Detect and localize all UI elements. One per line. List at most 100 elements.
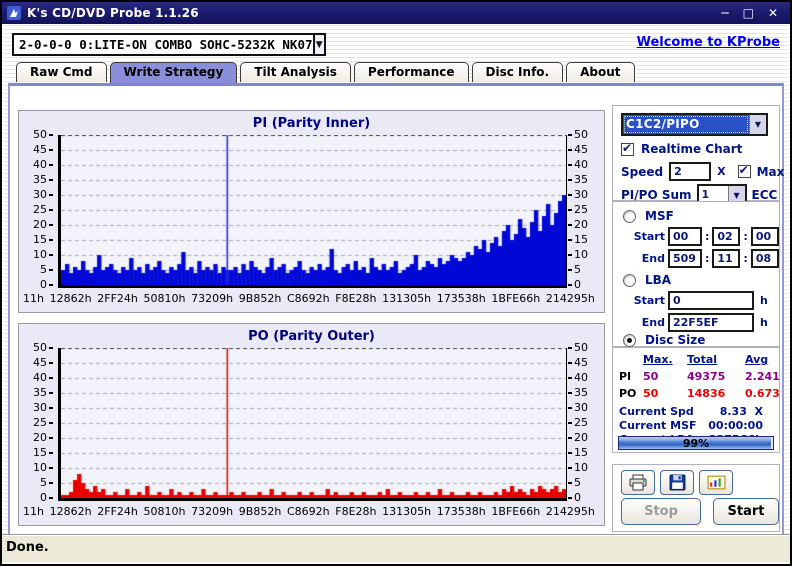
max-speed-label: Max <box>756 164 785 179</box>
y-tick-label: 10 <box>568 461 596 475</box>
y-tick-label: 10 <box>25 248 53 262</box>
drive-selector[interactable]: 2-0-0-0 0:LITE-ON COMBO SOHC-5232K NK07 … <box>12 33 326 56</box>
x-tick-label: 1BFE66h <box>491 505 541 518</box>
y-tick-label: 50 <box>25 128 53 142</box>
minimize-icon[interactable]: ─ <box>721 6 729 20</box>
chevron-down-icon[interactable]: ▼ <box>727 186 745 204</box>
y-tick-label: 45 <box>568 143 596 157</box>
speed-label: Speed <box>621 164 664 179</box>
x-tick-label: 50810h <box>143 505 186 518</box>
disc-size-radio[interactable] <box>623 333 636 347</box>
y-tick-label: 30 <box>568 401 596 415</box>
y-tick-label: 25 <box>25 416 53 430</box>
current-row: Current MSF 00:00:00 <box>619 419 763 432</box>
y-tick-label: 20 <box>568 218 596 232</box>
progress-fill <box>619 437 772 449</box>
po-x-axis-labels: 11h 12862h 2FF24h 50810h 73209h 9B852h C8692h F… <box>23 505 595 518</box>
tab-about[interactable]: About <box>566 62 635 82</box>
y-tick-label: 25 <box>568 416 596 430</box>
x-tick-label: 173538h <box>436 292 486 305</box>
pi-chart-panel: PI (Parity Inner) 11h 12862h 2FF24h 50810h 7… <box>18 110 605 313</box>
maximize-icon[interactable]: □ <box>742 6 754 20</box>
y-tick-label: 0 <box>25 278 53 292</box>
msf-start-label: Start <box>633 230 665 243</box>
close-icon[interactable]: ✕ <box>767 6 778 20</box>
export-image-icon <box>707 475 725 490</box>
realtime-chart-checkbox[interactable] <box>621 141 634 156</box>
printer-icon <box>629 474 647 491</box>
y-tick-label: 5 <box>25 263 53 277</box>
lba-start-input[interactable] <box>668 291 754 310</box>
stats-row-pi: PI 50 49375 2.241 <box>619 370 780 383</box>
msf-start-min[interactable] <box>668 227 702 246</box>
msf-end-label: End <box>641 252 665 265</box>
x-tick-label: 214295h <box>545 505 595 518</box>
stats-value: 0.673 <box>745 387 780 400</box>
msf-end-sec[interactable] <box>712 249 741 268</box>
tab-performance[interactable]: Performance <box>353 62 469 82</box>
x-tick-label: 11h <box>23 505 44 518</box>
po-chart-canvas <box>61 348 566 498</box>
msf-label: MSF <box>645 209 674 223</box>
export-image-button[interactable] <box>699 470 733 495</box>
title-bar: K's CD/DVD Probe 1.1.26 ─ □ ✕ <box>2 2 790 24</box>
chevron-down-icon[interactable]: ▼ <box>312 35 324 54</box>
speed-input[interactable] <box>669 162 712 181</box>
y-tick-label: 20 <box>568 431 596 445</box>
lba-end-label: End <box>641 316 665 329</box>
stats-group: Max. Total Avg PI 50 49375 2.241 PO 50 14836 0.67… <box>612 347 780 453</box>
stats-header: Avg <box>745 353 769 366</box>
y-tick-label: 35 <box>568 173 596 187</box>
disc-size-label: Disc Size <box>645 333 706 347</box>
stop-button[interactable]: Stop <box>621 498 701 525</box>
tab-tilt-analysis[interactable]: Tilt Analysis <box>240 62 351 82</box>
y-tick-label: 0 <box>25 491 53 505</box>
stats-row-po: PO 50 14836 0.673 <box>619 387 780 400</box>
y-tick-label: 5 <box>568 263 596 277</box>
x-tick-label: 173538h <box>436 505 486 518</box>
y-tick-label: 25 <box>25 203 53 217</box>
y-tick-label: 20 <box>25 218 53 232</box>
y-tick-label: 40 <box>568 158 596 172</box>
msf-end-min[interactable] <box>668 249 702 268</box>
chart-type-combo[interactable]: C1C2/PIPO ▼ <box>621 113 768 136</box>
actions-group: Stop Start <box>612 464 780 532</box>
ecc-label: ECC <box>751 188 778 202</box>
start-button[interactable]: Start <box>713 498 779 525</box>
range-group: MSF Start : : End : : LBA <box>612 201 780 347</box>
pi-chart-title: PI (Parity Inner) <box>252 116 371 131</box>
y-tick-label: 0 <box>568 278 596 292</box>
chevron-down-icon[interactable]: ▼ <box>749 115 766 134</box>
msf-end-frame[interactable] <box>750 249 779 268</box>
welcome-link[interactable]: Welcome to KProbe <box>636 35 780 50</box>
chart-controls-group: C1C2/PIPO ▼ Realtime Chart Speed X Max P… <box>612 105 784 206</box>
msf-start-frame[interactable] <box>750 227 779 246</box>
y-tick-label: 35 <box>25 386 53 400</box>
lba-radio[interactable] <box>623 273 636 287</box>
y-tick-label: 15 <box>25 233 53 247</box>
save-button[interactable] <box>660 470 694 495</box>
stats-header-row: Max. Total Avg <box>619 353 775 366</box>
lba-end-input[interactable] <box>668 313 754 332</box>
print-button[interactable] <box>621 470 655 495</box>
y-tick-label: 40 <box>568 371 596 385</box>
tab-disc-info-[interactable]: Disc Info. <box>471 62 564 82</box>
y-tick-label: 30 <box>25 188 53 202</box>
save-icon <box>669 474 685 491</box>
max-speed-checkbox[interactable] <box>737 163 751 178</box>
y-tick-label: 25 <box>568 203 596 217</box>
stats-value: 50 <box>643 387 659 400</box>
y-tick-label: 5 <box>568 476 596 490</box>
lba-start-label: Start <box>633 294 665 307</box>
tab-raw-cmd[interactable]: Raw Cmd <box>16 62 107 82</box>
y-tick-label: 45 <box>25 143 53 157</box>
msf-start-sec[interactable] <box>712 227 741 246</box>
y-tick-label: 10 <box>25 461 53 475</box>
msf-radio[interactable] <box>623 209 636 223</box>
x-tick-label: F8E28h <box>335 505 377 518</box>
pipo-sum-value: 1 <box>701 188 710 201</box>
y-tick-label: 50 <box>568 341 596 355</box>
realtime-chart-label: Realtime Chart <box>641 142 743 156</box>
stats-value: 50 <box>643 370 659 383</box>
tab-write-strategy[interactable]: Write Strategy <box>109 62 238 83</box>
